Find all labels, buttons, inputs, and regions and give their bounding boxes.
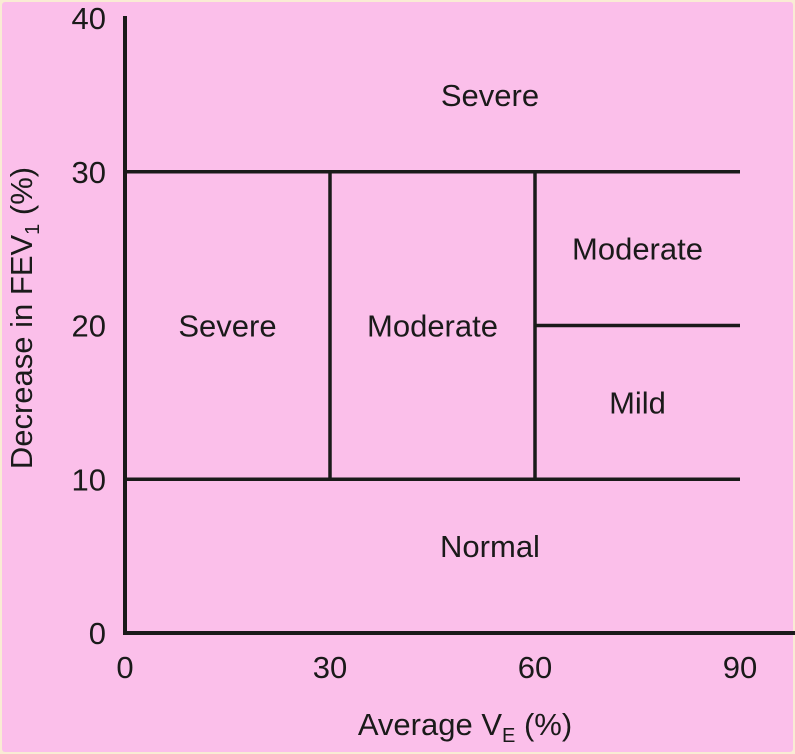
x-axis-title-subscript: E <box>502 725 515 747</box>
axes <box>123 16 795 635</box>
y-tick-label-30: 30 <box>72 155 106 190</box>
y-axis-title-text: Decrease in FEV <box>4 235 39 470</box>
y-tick-label-0: 0 <box>89 616 106 651</box>
x-axis-title: Average VE (%) <box>358 707 572 747</box>
region-label-moderate-2: Moderate <box>367 309 498 344</box>
y-tick-label-40: 40 <box>72 1 106 36</box>
x-tick-label-90: 90 <box>723 650 757 685</box>
x-axis-title-text: Average V <box>358 707 503 742</box>
region-label-mild-4: Mild <box>609 385 666 420</box>
tick-labels: 0 10 20 30 40 0 30 60 90 <box>72 1 758 685</box>
y-axis-title: Decrease in FEV1 (%) <box>4 167 44 469</box>
y-axis-title-suffix: (%) <box>4 167 39 224</box>
region-label-severe-0: Severe <box>441 78 539 113</box>
x-tick-label-30: 30 <box>313 650 347 685</box>
region-lines <box>125 170 740 481</box>
x-tick-label-60: 60 <box>518 650 552 685</box>
region-label-normal-5: Normal <box>440 529 540 564</box>
x-axis-title-suffix: (%) <box>515 707 572 742</box>
region-label-severe-1: Severe <box>178 309 276 344</box>
y-axis-title-subscript: 1 <box>22 224 44 235</box>
y-tick-label-10: 10 <box>72 462 106 497</box>
region-labels: Severe Severe Moderate Moderate Mild Normal <box>178 78 703 564</box>
region-label-moderate-3: Moderate <box>572 232 703 267</box>
x-tick-label-0: 0 <box>116 650 133 685</box>
y-tick-label-20: 20 <box>72 309 106 344</box>
